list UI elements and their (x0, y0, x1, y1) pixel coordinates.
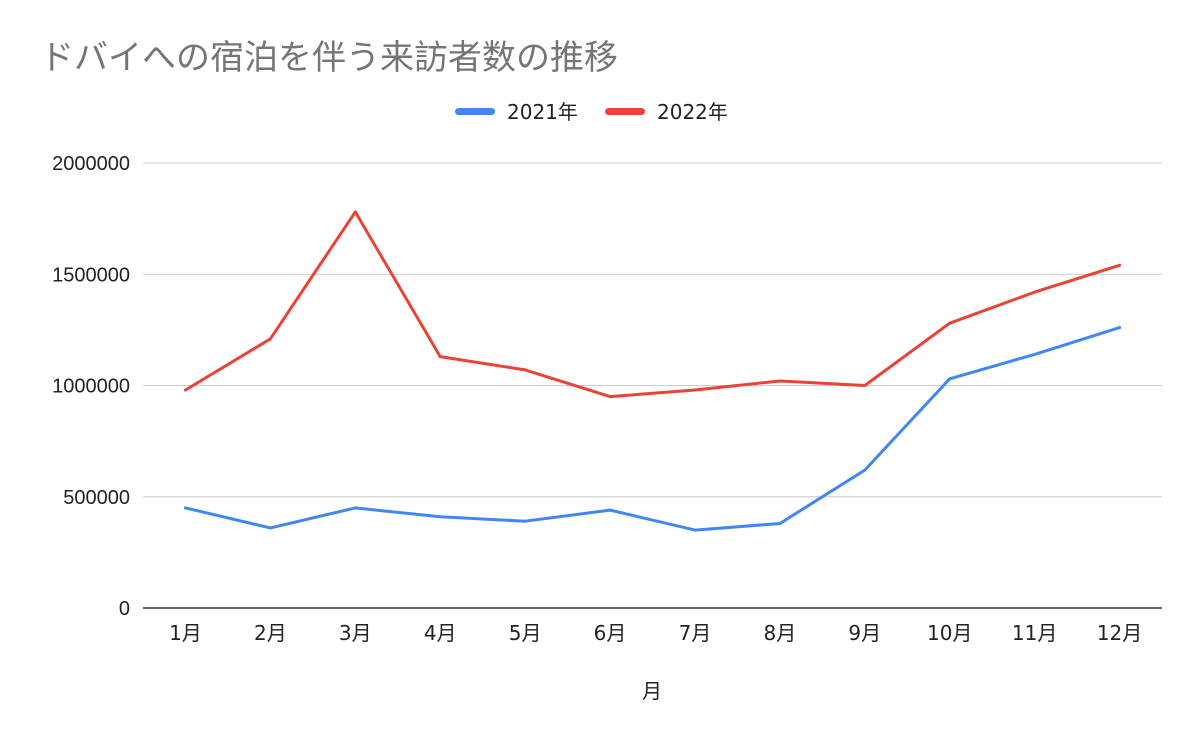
x-tick-label: 11月 (1012, 621, 1057, 645)
y-tick-label: 1500000 (52, 264, 130, 286)
grid (143, 162, 1162, 609)
data-point (268, 337, 272, 341)
x-tick-label: 10月 (927, 621, 972, 645)
series-line-1 (184, 326, 1121, 532)
x-tick-label: 7月 (679, 621, 712, 645)
data-point (1118, 263, 1122, 267)
legend: 2021年 2022年 (455, 100, 728, 124)
y-tick-label: 2000000 (52, 153, 130, 175)
data-point (1033, 290, 1037, 294)
data-point (353, 506, 357, 510)
legend-swatch (605, 108, 645, 115)
y-axis-ticks: 0 500000 1000000 1500000 2000000 (52, 153, 130, 620)
data-point (948, 321, 952, 325)
x-tick-label: 1月 (169, 621, 202, 645)
data-point (438, 355, 442, 359)
data-point (778, 521, 782, 525)
data-point (183, 388, 187, 392)
data-point (523, 368, 527, 372)
data-point (608, 395, 612, 399)
x-tick-label: 12月 (1097, 621, 1142, 645)
legend-label: 2022年 (657, 100, 728, 124)
x-axis-label: 月 (642, 679, 662, 703)
data-point (863, 384, 867, 387)
x-tick-label: 6月 (594, 621, 627, 645)
y-tick-label: 1000000 (52, 376, 130, 398)
x-tick-label: 8月 (764, 621, 797, 645)
data-point (693, 528, 697, 532)
legend-swatch (455, 108, 495, 115)
data-point (778, 379, 782, 383)
series-lines (183, 210, 1122, 532)
data-point (863, 468, 867, 472)
data-point (268, 526, 272, 530)
x-tick-label: 3月 (339, 621, 372, 645)
data-point (948, 377, 952, 381)
data-point (1118, 326, 1122, 330)
x-tick-label: 4月 (424, 621, 457, 645)
data-point (1033, 352, 1037, 356)
data-point (693, 388, 697, 392)
y-tick-label: 500000 (63, 487, 130, 509)
series-line-2 (184, 210, 1121, 399)
data-point (523, 519, 527, 523)
y-tick-label: 0 (119, 598, 130, 620)
data-point (438, 515, 442, 519)
x-tick-label: 2月 (254, 621, 287, 645)
data-point (353, 210, 357, 214)
x-tick-label: 9月 (848, 621, 881, 645)
x-tick-label: 5月 (509, 621, 542, 645)
x-axis-ticks: 1月 2月 3月 4月 5月 6月 7月 8月 9月 10月 11月 12月 (169, 621, 1142, 645)
chart-title: ドバイへの宿泊を伴う来訪者数の推移 (40, 38, 618, 78)
data-point (608, 508, 612, 512)
legend-label: 2021年 (507, 100, 578, 124)
data-point (183, 506, 187, 510)
